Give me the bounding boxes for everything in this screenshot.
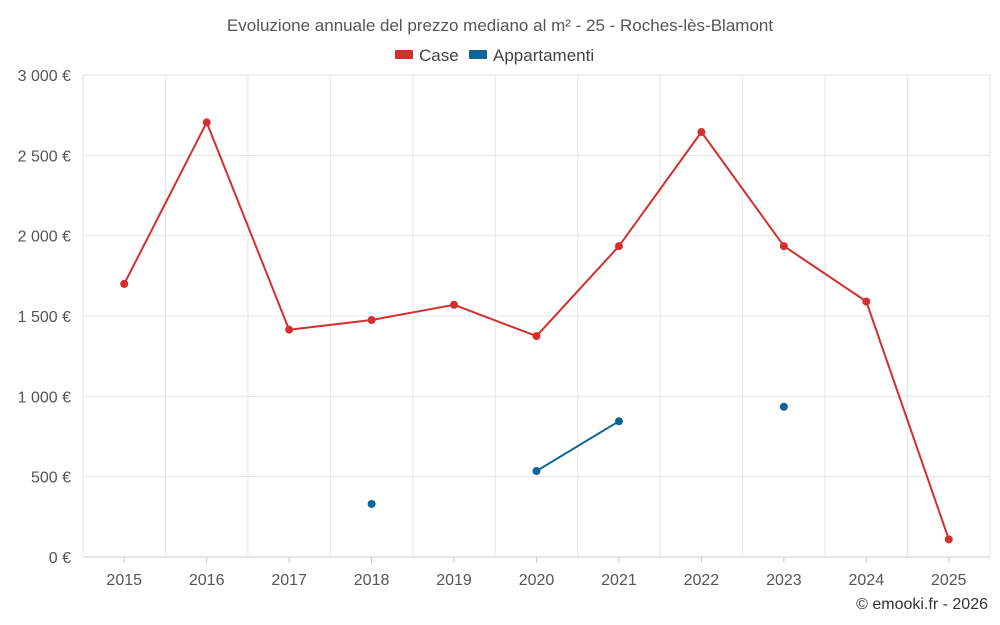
data-point-case-2024[interactable] [862, 297, 871, 306]
x-tick-label: 2019 [436, 572, 472, 589]
x-tick-label: 2015 [106, 572, 142, 589]
y-tick-label: 2 000 € [18, 229, 71, 246]
x-tick-label: 2021 [601, 572, 637, 589]
data-point-case-2016[interactable] [202, 118, 211, 127]
data-point-case-2017[interactable] [285, 325, 294, 334]
data-point-case-2025[interactable] [944, 535, 953, 544]
gridlines [82, 74, 991, 557]
data-point-appartamenti-2020[interactable] [532, 467, 541, 476]
series-line-appartamenti [535, 420, 620, 472]
data-point-case-2022[interactable] [697, 128, 706, 137]
legend-swatch-appartamenti [469, 50, 487, 59]
chart-title: Evoluzione annuale del prezzo mediano al… [227, 16, 773, 35]
data-point-appartamenti-2018[interactable] [367, 499, 376, 508]
x-tick-label: 2025 [931, 572, 967, 589]
series-appartamenti [367, 402, 788, 508]
data-point-case-2023[interactable] [779, 242, 788, 251]
x-tick-label: 2022 [684, 572, 720, 589]
series-layer [120, 118, 953, 544]
y-tick-label: 3 000 € [18, 68, 71, 85]
legend-item-case[interactable]: Case [395, 46, 459, 65]
data-point-case-2020[interactable] [532, 332, 541, 341]
credit-text: © emooki.fr - 2026 [856, 596, 988, 613]
legend: Case Appartamenti [395, 46, 594, 65]
data-point-case-2019[interactable] [450, 300, 459, 309]
data-point-appartamenti-2021[interactable] [614, 417, 623, 426]
legend-label-case: Case [419, 46, 459, 65]
x-tick-label: 2017 [271, 572, 307, 589]
data-point-case-2018[interactable] [367, 316, 376, 325]
axes: 0 € 500 € 1 000 € 1 500 € 2 000 € 2 500 € 3 00… [18, 68, 990, 589]
y-tick-label: 2 500 € [18, 148, 71, 165]
legend-label-appartamenti: Appartamenti [493, 46, 594, 65]
data-point-appartamenti-2023[interactable] [779, 402, 788, 411]
x-tick-label: 2018 [354, 572, 390, 589]
data-point-case-2015[interactable] [120, 279, 129, 288]
y-tick-label: 1 500 € [18, 309, 71, 326]
series-case [120, 118, 953, 544]
x-tick-label: 2024 [849, 572, 885, 589]
legend-swatch-case [395, 50, 413, 59]
x-tick-label: 2016 [189, 572, 225, 589]
legend-item-appartamenti[interactable]: Appartamenti [469, 46, 594, 65]
y-tick-label: 0 € [49, 550, 71, 567]
y-tick-label: 1 000 € [18, 389, 71, 406]
x-tick-label: 2023 [766, 572, 802, 589]
x-tick-label: 2020 [519, 572, 555, 589]
y-tick-label: 500 € [31, 470, 71, 487]
data-point-case-2021[interactable] [614, 242, 623, 251]
